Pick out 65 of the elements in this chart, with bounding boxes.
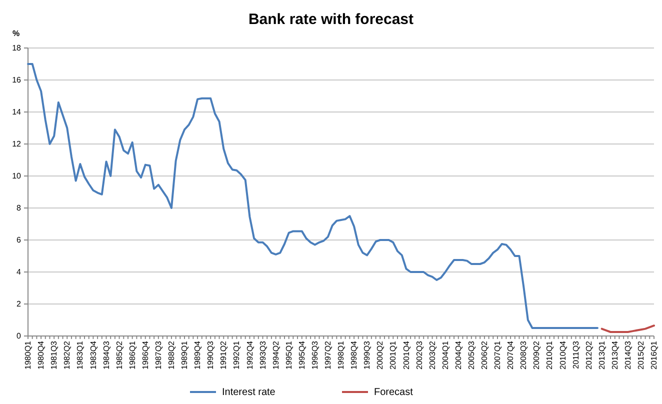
x-tick-label: 1985Q2 <box>114 340 124 370</box>
y-tick-label: 6 <box>16 236 22 245</box>
x-tick-label: 1998Q1 <box>336 340 346 370</box>
x-tick-label: 1989Q1 <box>180 340 190 370</box>
x-tick-label: 1995Q1 <box>284 340 294 370</box>
x-tick-label: 1999Q3 <box>362 340 372 370</box>
x-tick-label: 2012Q2 <box>584 340 594 370</box>
x-tick-label: 2000Q2 <box>376 340 385 370</box>
x-tick-label: 2005Q3 <box>466 340 476 370</box>
y-tick-label: 8 <box>16 204 22 213</box>
x-tick-label: 2006Q2 <box>480 340 490 370</box>
x-tick-label: 2015Q2 <box>636 340 646 370</box>
x-tick-label: 1988Q2 <box>167 340 176 370</box>
line-series <box>600 324 655 333</box>
x-tick-label: 1992Q4 <box>245 340 254 370</box>
x-tick-label: 2008Q3 <box>519 340 528 370</box>
x-tick-label: 2001Q1 <box>388 340 398 370</box>
x-tick-label: 1981Q3 <box>50 340 59 370</box>
x-tick-label: 1993Q3 <box>258 340 268 370</box>
y-tick-label: 4 <box>16 268 22 277</box>
legend-label: Interest rate <box>222 387 276 398</box>
x-tick-label: 1982Q2 <box>62 340 72 370</box>
x-tick-label: 2007Q4 <box>506 340 516 370</box>
x-tick-label: 1983Q4 <box>88 340 98 370</box>
x-tick-label: 2004Q1 <box>440 340 450 370</box>
x-tick-label: 2001Q4 <box>402 340 411 370</box>
x-tick-label: 2010Q1 <box>545 340 554 370</box>
x-tick-label: 1995Q4 <box>297 340 306 370</box>
x-tick-label: 2004Q4 <box>454 340 463 370</box>
x-tick-label: 1997Q2 <box>324 340 333 370</box>
x-tick-label: 2011Q3 <box>571 340 580 369</box>
chart-title: Bank rate with forecast <box>248 11 414 28</box>
x-tick-label: 1990Q3 <box>206 340 216 370</box>
x-tick-label: 1989Q4 <box>193 340 202 370</box>
x-tick-label: 2007Q1 <box>493 340 502 370</box>
x-tick-label: 2013Q4 <box>610 340 620 370</box>
y-tick-label: 10 <box>12 172 22 181</box>
x-tick-label: 1987Q3 <box>154 340 163 370</box>
x-tick-label: 1980Q1 <box>24 340 33 370</box>
x-tick-label: 1998Q4 <box>350 340 359 370</box>
y-tick-label: 16 <box>12 76 22 85</box>
y-tick-label: 0 <box>16 332 22 341</box>
x-tick-label: 1984Q3 <box>102 340 111 370</box>
line-series <box>27 63 598 329</box>
x-tick-label: 1992Q1 <box>232 340 242 370</box>
x-tick-label: 1994Q2 <box>271 340 280 370</box>
x-tick-label: 1996Q3 <box>310 340 320 370</box>
x-tick-label: 1980Q4 <box>36 340 46 370</box>
x-tick-label: 1991Q2 <box>219 340 228 370</box>
x-tick-label: 2013Q1 <box>597 340 606 370</box>
x-tick-label: 2003Q2 <box>428 340 437 370</box>
x-tick-label: 1986Q1 <box>128 340 137 370</box>
x-tick-label: 2014Q3 <box>623 340 632 370</box>
y-tick-label: 12 <box>12 140 22 149</box>
y-axis-title: % <box>12 29 20 38</box>
y-tick-label: 2 <box>16 300 22 309</box>
x-tick-label: 2016Q1 <box>650 340 659 370</box>
x-tick-label: 2010Q4 <box>558 340 568 370</box>
y-tick-label: 18 <box>12 44 22 53</box>
y-tick-label: 14 <box>12 108 22 117</box>
x-tick-label: 2009Q2 <box>532 340 542 370</box>
x-tick-label: 1983Q1 <box>76 340 85 370</box>
legend-label: Forecast <box>374 387 414 398</box>
x-tick-label: 1986Q4 <box>140 340 150 370</box>
x-tick-label: 2002Q3 <box>414 340 424 370</box>
